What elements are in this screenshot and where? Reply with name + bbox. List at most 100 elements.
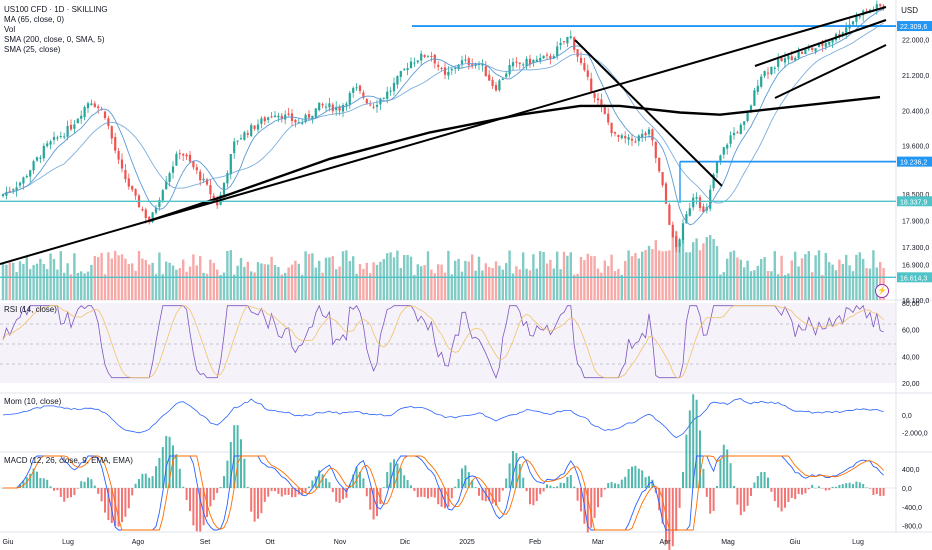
macd-hist-bar <box>770 488 773 492</box>
macd-hist-bar <box>831 486 834 488</box>
candle-body <box>90 103 93 106</box>
macd-hist-bar <box>767 477 769 488</box>
candle-body <box>607 113 610 123</box>
volume-bar <box>474 270 477 300</box>
volume-bar <box>603 260 606 300</box>
time-axis-label: Giu <box>790 539 801 546</box>
volume-bar <box>250 271 253 300</box>
macd-hist-bar <box>250 488 253 512</box>
volume-bar <box>712 239 715 300</box>
macd-axis-label: 0,0 <box>902 486 912 493</box>
candle-body <box>879 4 882 6</box>
currency-label[interactable]: USD <box>901 6 918 15</box>
macd-hist-bar <box>124 488 127 517</box>
volume-bar <box>549 259 552 300</box>
candle-body <box>586 70 589 77</box>
candle-body <box>114 137 117 151</box>
volume-bar <box>433 273 436 300</box>
candle-body <box>12 189 15 191</box>
flash-icon[interactable]: ⚡ <box>875 284 889 298</box>
candle-body <box>617 134 620 137</box>
candle-body <box>664 183 668 204</box>
macd-axis-label: -400,0 <box>902 505 922 512</box>
volume-bar <box>834 270 838 300</box>
sma200-line <box>149 95 881 222</box>
legend-ma65[interactable]: MA (65, close, 0) <box>4 15 65 24</box>
macd-hist-bar <box>209 488 212 507</box>
candle-body <box>236 140 239 142</box>
candle-body <box>579 57 583 64</box>
candle-body <box>39 157 42 159</box>
candle-body <box>392 82 396 92</box>
legend-sma200[interactable]: SMA (200, close, 0, SMA, 5) <box>4 35 105 44</box>
candle-body <box>437 64 440 67</box>
volume-bar <box>182 259 185 300</box>
volume-bar <box>171 265 175 300</box>
volume-bar <box>545 263 549 300</box>
macd-hist-bar <box>631 466 633 488</box>
volume-bar <box>535 268 538 300</box>
legend-mom[interactable]: Mom (10, close) <box>4 397 62 406</box>
volume-bar <box>719 274 722 300</box>
candle-body <box>875 4 878 11</box>
candle-body <box>821 42 824 47</box>
volume-bar <box>328 257 331 300</box>
macd-hist-bar <box>685 434 688 488</box>
volume-bar <box>42 264 45 300</box>
macd-hist-bar <box>202 488 205 526</box>
candle-body <box>780 57 783 62</box>
macd-hist-bar <box>87 477 89 488</box>
trendline-long <box>0 6 887 265</box>
volume-bar <box>515 266 518 300</box>
macd-hist-bar <box>104 488 106 513</box>
macd-hist-bar <box>437 488 440 505</box>
volume-bar <box>838 259 841 300</box>
chart-title[interactable]: US100 CFD · 1D · SKILLING <box>4 5 108 14</box>
legend-sma25[interactable]: SMA (25, close) <box>4 45 61 54</box>
volume-bar <box>32 264 35 300</box>
legend-macd[interactable]: MACD (12, 26, close, 9, EMA, EMA) <box>4 456 133 465</box>
macd-hist-bar <box>828 488 831 490</box>
volume-bar <box>579 256 583 300</box>
volume-bar <box>165 261 168 300</box>
macd-hist-bar <box>148 477 151 488</box>
rsi-band <box>0 303 896 383</box>
volume-bar <box>773 251 776 300</box>
volume-bar <box>93 256 96 300</box>
volume-bar <box>270 256 273 300</box>
macd-hist-bar <box>716 486 718 488</box>
volume-bar <box>641 251 644 300</box>
candle-body <box>865 11 868 13</box>
candle-body <box>535 59 538 62</box>
candle-body <box>498 80 501 91</box>
candle-body <box>576 49 579 57</box>
macd-hist-bar <box>852 484 854 488</box>
candle-body <box>804 49 807 55</box>
volume-bar <box>335 269 338 300</box>
candle-body <box>335 107 338 111</box>
candle-body <box>573 37 576 50</box>
legend-rsi[interactable]: RSI (14, close) <box>4 305 57 314</box>
candle-body <box>168 173 171 182</box>
macd-hist-bar <box>134 483 137 488</box>
macd-hist-bar <box>661 488 664 524</box>
candle-body <box>488 74 491 81</box>
macd-hist-bar <box>185 488 188 501</box>
candle-body <box>807 48 810 50</box>
candle-body <box>624 136 627 139</box>
volume-bar <box>688 252 691 300</box>
volume-bar <box>722 272 725 300</box>
candle-body <box>80 115 83 119</box>
candle-body <box>756 85 759 92</box>
macd-hist-bar <box>304 488 307 493</box>
legend-vol[interactable]: Vol <box>4 25 16 34</box>
macd-hist-bar <box>733 485 735 488</box>
candle-body <box>695 197 698 199</box>
candle-body <box>362 92 365 98</box>
candle-body <box>702 206 705 213</box>
macd-hist-bar <box>151 476 154 488</box>
macd-hist-bar <box>83 481 86 488</box>
candle-body <box>726 144 729 149</box>
candle-body <box>654 142 657 159</box>
